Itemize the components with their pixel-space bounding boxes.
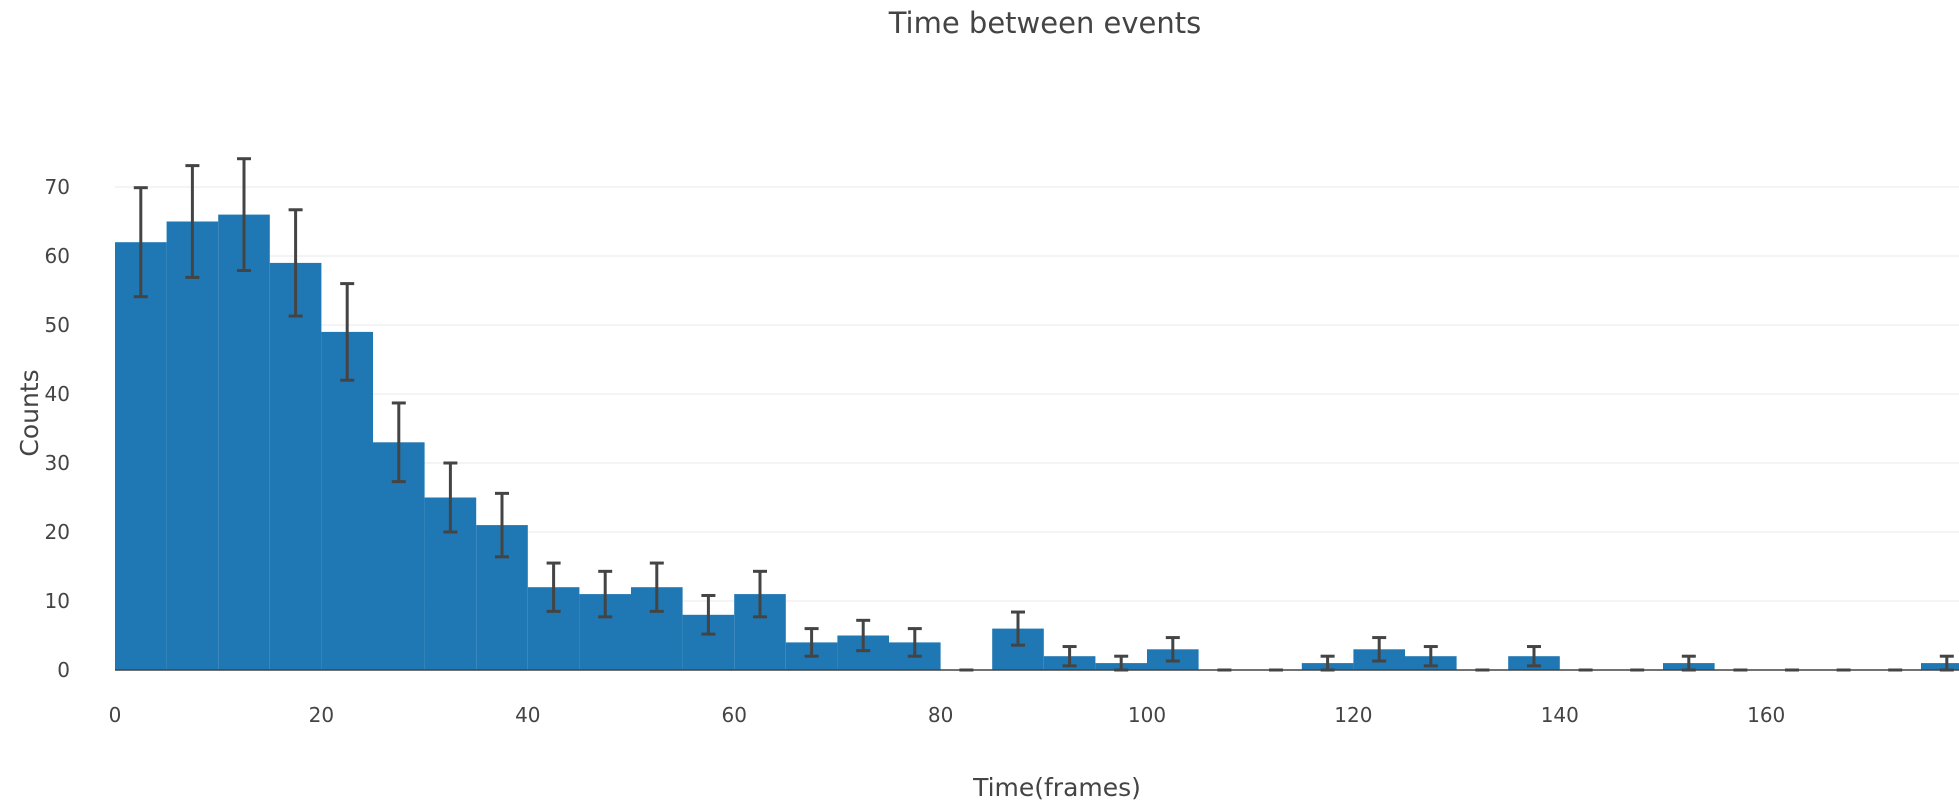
y-tick-labels: 0 10 20 30 40 50 60 70 — [45, 175, 70, 682]
x-axis-title: Time(frames) — [972, 773, 1141, 802]
histogram-bar — [115, 242, 167, 670]
x-tick-label: 40 — [515, 703, 540, 727]
y-tick-label: 10 — [45, 589, 70, 613]
x-tick-label: 100 — [1128, 703, 1166, 727]
bars-layer — [115, 214, 1959, 670]
x-tick-label: 80 — [928, 703, 953, 727]
y-tick-label: 40 — [45, 382, 70, 406]
y-tick-label: 60 — [45, 244, 70, 268]
y-axis-title: Counts — [15, 369, 44, 456]
histogram-bar — [218, 214, 270, 670]
y-tick-label: 50 — [45, 313, 70, 337]
histogram-bar — [269, 262, 322, 670]
x-tick-labels: 0 20 40 60 80 100 120 140 160 — [109, 703, 1786, 727]
histogram-bar — [166, 221, 219, 670]
y-tick-label: 0 — [57, 658, 70, 682]
x-tick-label: 0 — [109, 703, 122, 727]
x-tick-label: 20 — [309, 703, 334, 727]
x-tick-label: 160 — [1747, 703, 1785, 727]
x-tick-label: 60 — [721, 703, 746, 727]
y-tick-label: 70 — [45, 175, 70, 199]
histogram-bar — [321, 331, 373, 670]
chart-title: Time between events — [888, 6, 1202, 40]
x-tick-label: 140 — [1541, 703, 1579, 727]
error-bars-layer — [133, 157, 1954, 672]
y-tick-label: 30 — [45, 451, 70, 475]
y-tick-label: 20 — [45, 520, 70, 544]
histogram-bar — [1921, 663, 1959, 670]
x-tick-label: 120 — [1334, 703, 1372, 727]
